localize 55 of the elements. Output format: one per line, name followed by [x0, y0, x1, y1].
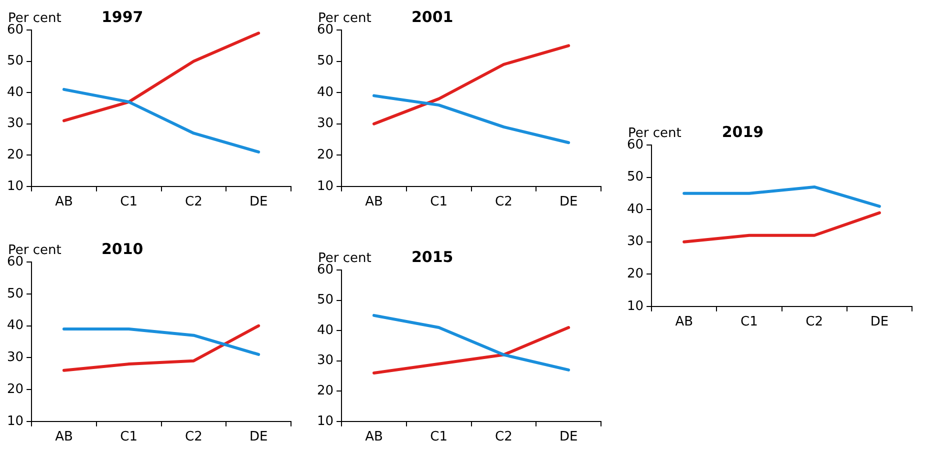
y-tick-label: 50 — [6, 54, 24, 69]
x-tick-label: C1 — [120, 430, 138, 445]
y-tick-label: 20 — [626, 266, 644, 282]
y-tick-label: 50 — [626, 170, 644, 185]
y-tick-label: 10 — [316, 178, 334, 194]
chart-title: 2019 — [722, 123, 764, 141]
x-tick-label: C1 — [120, 194, 138, 210]
y-tick-label: 30 — [316, 353, 334, 368]
x-tick-label: DE — [870, 314, 889, 330]
x-tick-label: C2 — [185, 430, 202, 445]
y-tick-label: 10 — [316, 414, 334, 429]
x-tick-label: AB — [365, 194, 383, 210]
y-tick-label: 20 — [316, 147, 334, 162]
x-tick-label: AB — [55, 194, 73, 210]
y-tick-label: 40 — [316, 322, 334, 338]
y-tick-label: 10 — [6, 178, 24, 194]
x-tick-label: AB — [675, 314, 694, 330]
x-tick-label: C1 — [430, 430, 448, 445]
y-tick-label: 10 — [626, 298, 644, 314]
x-tick-label: C1 — [430, 194, 448, 210]
chart-title: 2015 — [411, 248, 454, 266]
y-tick-label: 30 — [6, 350, 24, 366]
y-tick-label: 20 — [316, 383, 334, 398]
x-tick-label: C2 — [495, 194, 512, 210]
chart-title: 2010 — [101, 240, 144, 258]
y-tick-label: 20 — [6, 147, 24, 162]
y-tick-label: 60 — [6, 22, 24, 38]
y-tick-label: 30 — [626, 234, 644, 250]
x-tick-label: DE — [559, 430, 578, 445]
y-tick-label: 60 — [6, 254, 24, 270]
y-tick-label: 60 — [316, 262, 334, 278]
y-tick-label: 50 — [316, 292, 334, 308]
y-tick-label: 60 — [626, 137, 644, 152]
x-tick-label: DE — [249, 194, 268, 210]
x-tick-label: AB — [365, 430, 383, 445]
y-tick-label: 60 — [316, 22, 334, 38]
y-tick-label: 20 — [6, 382, 24, 397]
y-tick-label: 30 — [316, 116, 334, 132]
x-tick-label: C2 — [495, 430, 512, 445]
y-tick-label: 50 — [316, 54, 334, 69]
chart-title: 1997 — [101, 8, 144, 26]
x-tick-label: DE — [249, 430, 268, 445]
y-tick-label: 40 — [6, 84, 24, 100]
x-tick-label: AB — [55, 430, 73, 445]
y-tick-label: 50 — [6, 286, 24, 302]
x-tick-label: C2 — [185, 194, 202, 210]
y-tick-label: 10 — [6, 414, 24, 429]
y-tick-label: 40 — [626, 202, 644, 217]
x-tick-label: DE — [559, 194, 578, 210]
y-tick-label: 40 — [316, 84, 334, 100]
y-tick-label: 40 — [6, 318, 24, 334]
x-tick-label: C2 — [806, 314, 824, 330]
chart-title: 2001 — [411, 8, 454, 26]
y-tick-label: 30 — [6, 116, 24, 132]
x-tick-label: C1 — [740, 314, 758, 330]
